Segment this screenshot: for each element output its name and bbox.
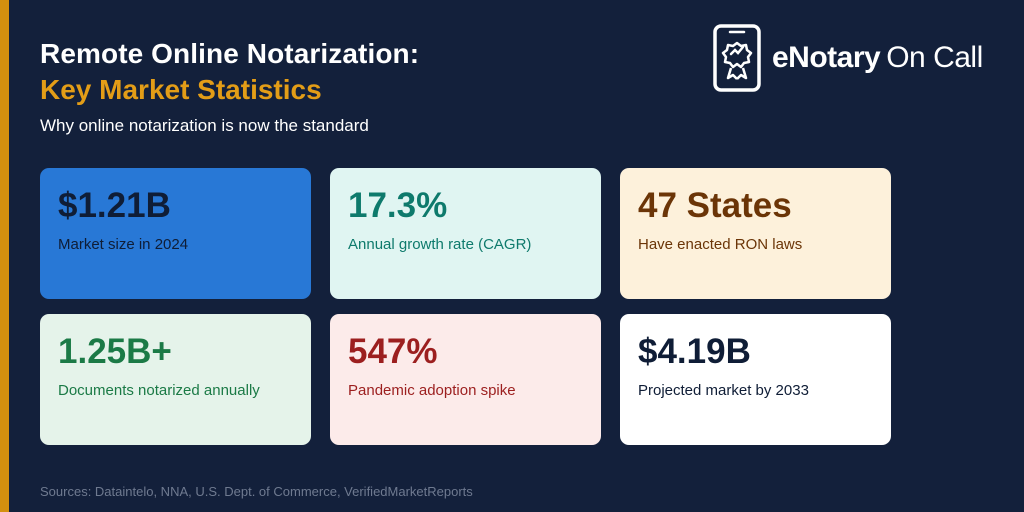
- stat-value: 1.25B+: [58, 332, 172, 371]
- stat-card-projected-market: $4.19B Projected market by 2033: [620, 314, 891, 445]
- stat-value: 547%: [348, 332, 438, 371]
- page-title: Remote Online Notarization:: [40, 38, 420, 69]
- stat-card-market-size: $1.21B Market size in 2024: [40, 168, 311, 299]
- stat-value: $1.21B: [58, 186, 171, 225]
- stat-value: 47 States: [638, 186, 792, 225]
- page-title-highlight: Key Market Statistics: [40, 74, 322, 105]
- stat-card-documents: 1.25B+ Documents notarized annually: [40, 314, 311, 445]
- stat-label: Market size in 2024: [58, 236, 189, 253]
- stat-label: Documents notarized annually: [58, 382, 260, 399]
- sources-footnote: Sources: Dataintelo, NNA, U.S. Dept. of …: [40, 484, 473, 499]
- left-accent-bar: [0, 0, 9, 512]
- logo-text-light: On Call: [886, 41, 983, 74]
- enotary-logo: eNotary On Call: [712, 22, 1002, 94]
- stat-label: Projected market by 2033: [638, 382, 809, 399]
- logo-text-bold: eNotary: [772, 41, 881, 74]
- stat-label: Pandemic adoption spike: [348, 382, 516, 399]
- stat-card-growth-rate: 17.3% Annual growth rate (CAGR): [330, 168, 601, 299]
- logo-wordmark: eNotary On Call: [772, 41, 983, 75]
- stat-card-states: 47 States Have enacted RON laws: [620, 168, 891, 299]
- stat-label: Annual growth rate (CAGR): [348, 236, 532, 253]
- stat-card-pandemic-spike: 547% Pandemic adoption spike: [330, 314, 601, 445]
- stat-label: Have enacted RON laws: [638, 236, 803, 253]
- phone-certificate-icon: [713, 24, 761, 92]
- stat-value: 17.3%: [348, 186, 448, 225]
- page-subtitle: Why online notarization is now the stand…: [40, 116, 369, 135]
- stat-value: $4.19B: [638, 332, 751, 371]
